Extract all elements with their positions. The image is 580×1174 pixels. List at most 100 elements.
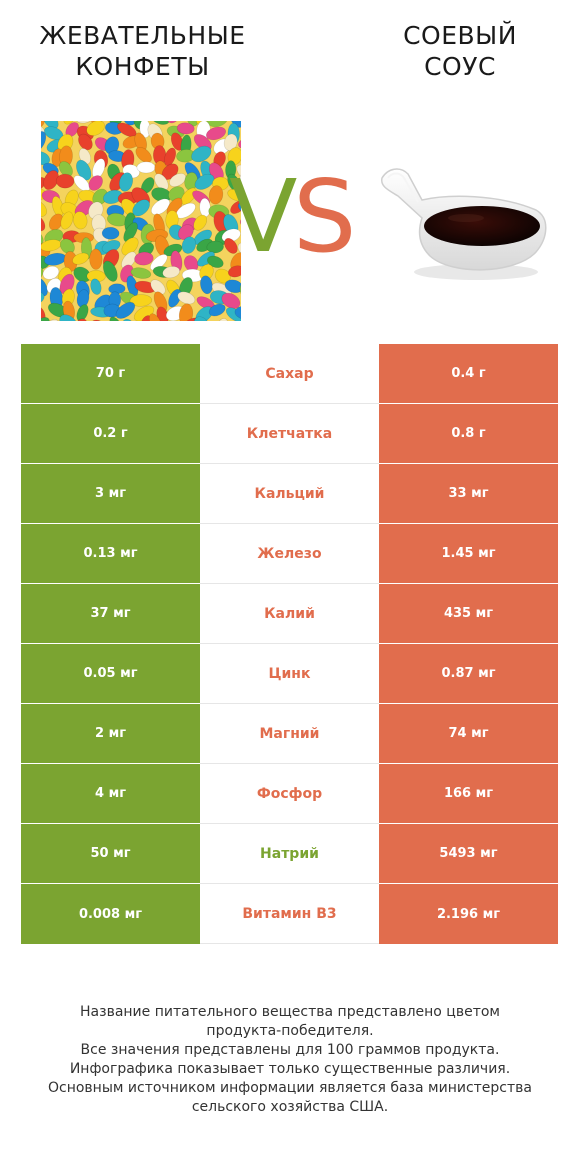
table-row: 50 мг Натрий 5493 мг <box>21 824 558 884</box>
table-row: 0.2 г Клетчатка 0.8 г <box>21 404 558 464</box>
nutrient-name-cell: Магний <box>200 704 379 764</box>
jelly-bean <box>221 292 241 309</box>
jelly-bean <box>41 277 48 297</box>
right-value-cell: 435 мг <box>379 584 558 644</box>
jelly-bean <box>121 318 136 321</box>
jelly-bean <box>41 214 46 232</box>
jelly-bean <box>129 294 153 307</box>
table-row: 0.05 мг Цинк 0.87 мг <box>21 644 558 704</box>
jelly-bean <box>135 146 152 163</box>
right-title-line-1: СОЕВЫЙ <box>403 21 517 50</box>
table-row: 0.13 мг Железо 1.45 мг <box>21 524 558 584</box>
jelly-bean <box>101 226 120 240</box>
jelly-bean <box>208 185 224 205</box>
jelly-bean <box>42 121 59 130</box>
jelly-bean <box>41 266 44 284</box>
vs-letter-v: V <box>229 158 297 267</box>
jelly-bean <box>59 273 75 295</box>
vs-letter-s: S <box>293 158 356 267</box>
jelly-bean <box>42 265 60 280</box>
jelly-bean <box>123 222 138 243</box>
footnote-line-6: сельского хозяйства США. <box>191 1099 389 1115</box>
jelly-bean <box>72 211 88 230</box>
right-value-cell: 0.87 мг <box>379 644 558 704</box>
nutrient-name-cell: Железо <box>200 524 379 584</box>
left-value-cell: 0.13 мг <box>21 524 200 584</box>
table-row: 0.008 мг Витамин B3 2.196 мг <box>21 884 558 944</box>
jelly-bean <box>136 161 156 174</box>
jelly-bean <box>236 164 241 182</box>
jelly-bean <box>42 319 60 321</box>
left-value-cell: 37 мг <box>21 584 200 644</box>
jelly-bean <box>229 121 241 128</box>
right-value-cell: 0.8 г <box>379 404 558 464</box>
jelly-bean <box>102 260 118 282</box>
footnote-line-1: Название питательного вещества представл… <box>80 1004 500 1020</box>
jelly-bean <box>150 279 166 295</box>
jelly-bean <box>109 316 124 321</box>
left-title-line-1: ЖЕВАТЕЛЬНЫЕ <box>39 21 246 50</box>
jelly-bean <box>238 137 241 150</box>
jelly-bean <box>223 133 238 151</box>
jelly-bean <box>162 266 180 279</box>
jelly-bean <box>115 301 136 319</box>
table-row: 2 мг Магний 74 мг <box>21 704 558 764</box>
jelly-bean <box>41 228 44 245</box>
nutrient-name-cell: Цинк <box>200 644 379 704</box>
jelly-bean <box>227 265 241 278</box>
jelly-bean <box>177 291 196 305</box>
left-value-cell: 0.05 мг <box>21 644 200 704</box>
jelly-bean <box>237 200 241 216</box>
jelly-bean <box>41 158 42 179</box>
jelly-bean <box>130 267 152 279</box>
jelly-bean <box>59 314 79 321</box>
jelly-bean <box>154 173 169 191</box>
nutrient-name-cell: Сахар <box>200 344 379 404</box>
jelly-bean <box>122 121 137 126</box>
jelly-bean <box>72 252 90 265</box>
left-value-cell: 4 мг <box>21 764 200 824</box>
jelly-bean <box>148 313 163 321</box>
right-value-cell: 166 мг <box>379 764 558 824</box>
jelly-bean <box>89 248 103 270</box>
jelly-bean <box>205 126 227 141</box>
nutrient-name-cell: Кальций <box>200 464 379 524</box>
jelly-bean <box>240 213 241 228</box>
right-value-cell: 1.45 мг <box>379 524 558 584</box>
footnote-line-2: продукта-победителя. <box>206 1023 374 1039</box>
jelly-bean <box>180 187 197 205</box>
footnote: Название питательного вещества представл… <box>20 1003 560 1117</box>
jelly-bean <box>139 315 154 321</box>
right-value-cell: 74 мг <box>379 704 558 764</box>
left-value-cell: 0.2 г <box>21 404 200 464</box>
jelly-bean <box>168 288 182 308</box>
jelly-bean <box>55 173 75 189</box>
table-row: 70 г Сахар 0.4 г <box>21 344 558 404</box>
jelly-bean <box>41 121 45 127</box>
jelly-bean <box>193 316 211 321</box>
jelly-bean <box>183 317 203 321</box>
jelly-bean <box>73 175 90 192</box>
jelly-bean <box>63 121 78 125</box>
footnote-line-3: Все значения представлены для 100 граммо… <box>80 1042 500 1058</box>
jelly-bean <box>88 175 103 191</box>
footnote-line-5: Основным источником информации является … <box>48 1080 532 1096</box>
nutrient-name-cell: Фосфор <box>200 764 379 824</box>
nutrient-name-cell: Витамин B3 <box>200 884 379 944</box>
jelly-bean <box>208 303 226 317</box>
jelly-bean <box>239 186 241 203</box>
jelly-bean <box>215 318 229 321</box>
jelly-bean <box>177 224 194 240</box>
jelly-bean <box>176 122 195 135</box>
jelly-bean <box>227 188 241 202</box>
right-product-title: СОЕВЫЙ СОУС <box>360 20 560 82</box>
right-value-cell: 5493 мг <box>379 824 558 884</box>
jelly-bean <box>224 238 238 254</box>
jelly-bean <box>76 159 92 181</box>
jelly-beans-illustration <box>41 121 241 321</box>
jelly-bean <box>181 236 197 254</box>
jelly-bean <box>206 240 224 254</box>
jelly-bean <box>90 278 102 295</box>
left-value-cell: 3 мг <box>21 464 200 524</box>
jelly-bean <box>150 198 171 216</box>
